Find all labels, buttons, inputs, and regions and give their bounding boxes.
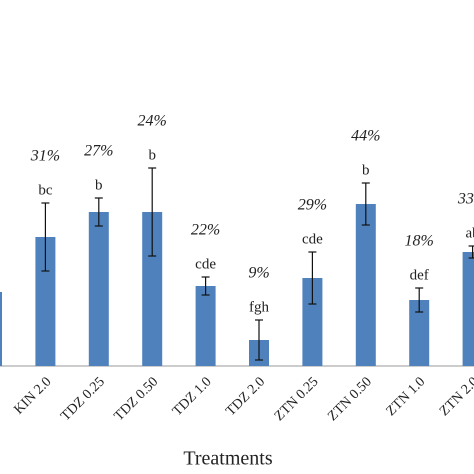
letter-label: b	[95, 177, 103, 193]
bar	[462, 252, 474, 366]
letter-label: bc	[38, 182, 53, 198]
bar	[35, 237, 56, 366]
x-tick-label: TDZ 1.0	[170, 374, 215, 419]
letter-label: def	[410, 267, 429, 283]
letter-label: cde	[302, 231, 323, 247]
x-tick-label: ZTN 2.0	[437, 374, 474, 419]
percent-label: 18%	[405, 233, 434, 250]
percent-label: 22%	[191, 222, 220, 239]
letter-label: b	[148, 147, 156, 163]
error-bar	[201, 276, 210, 296]
percent-label: 27%	[84, 143, 113, 160]
error-bar	[255, 319, 263, 361]
letter-label: fgh	[249, 299, 269, 315]
bar	[0, 292, 2, 366]
error-bar	[415, 287, 424, 313]
percent-label: 44%	[351, 128, 380, 145]
error-bar	[308, 251, 317, 305]
letter-label: cde	[195, 256, 216, 272]
bar	[195, 286, 216, 366]
error-bar	[148, 167, 157, 257]
bar	[355, 204, 376, 366]
error-bar	[468, 245, 474, 259]
error-bar	[361, 182, 370, 226]
x-tick-label: ZTN 1.0	[384, 374, 429, 419]
bar	[302, 278, 323, 366]
letter-label: ab	[466, 225, 474, 241]
x-tick-label: ZTN 0.50	[325, 374, 375, 424]
x-tick-label: KIN 2.0	[11, 374, 54, 417]
percent-label: 29%	[298, 197, 327, 214]
bar	[88, 212, 109, 366]
percent-label: 24%	[138, 113, 167, 130]
percent-label: 9%	[248, 265, 269, 282]
bar	[142, 212, 163, 366]
bar	[409, 300, 430, 366]
error-bar	[41, 202, 50, 272]
x-tick-label: TDZ 0.25	[58, 374, 108, 424]
x-axis-label: Treatments	[183, 448, 272, 470]
x-tick-label: TDZ 0.50	[112, 374, 162, 424]
x-tick-label: TDZ 2.0	[223, 374, 268, 419]
percent-label: 31%	[30, 148, 60, 165]
letter-label: b	[362, 162, 370, 178]
percent-label: 33%	[457, 191, 474, 208]
x-tick-label: ZTN 0.25	[272, 374, 322, 424]
error-bar	[94, 197, 103, 227]
